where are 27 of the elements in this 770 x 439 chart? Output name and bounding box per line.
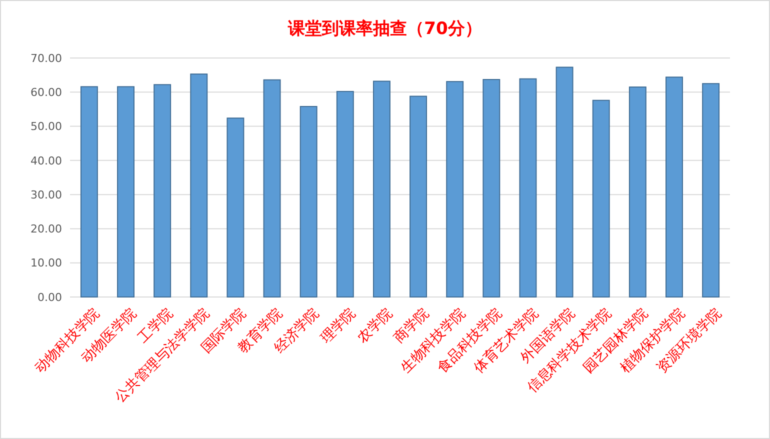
bar [372, 80, 390, 298]
bar [628, 86, 646, 298]
y-tick-label: 0.00 [38, 290, 62, 304]
bar [556, 66, 574, 298]
bar [154, 84, 172, 298]
bar [190, 74, 208, 298]
y-tick-label: 10.00 [30, 256, 62, 270]
bar [666, 76, 683, 298]
bar [519, 78, 537, 298]
bar [702, 83, 720, 298]
bar [300, 106, 318, 298]
bar [592, 100, 610, 298]
y-tick-label: 40.00 [30, 154, 62, 168]
bar [80, 86, 98, 298]
bar [226, 118, 244, 298]
bar [482, 79, 500, 298]
bar [410, 96, 428, 298]
bar [263, 79, 281, 298]
bar [117, 86, 134, 298]
bar [446, 81, 464, 298]
bar [336, 90, 354, 298]
y-tick-label: 50.00 [30, 120, 62, 134]
y-tick-label: 70.00 [30, 52, 62, 65]
chart-title: 课堂到课率抽查（70分） [287, 19, 482, 39]
y-tick-label: 30.00 [30, 188, 62, 202]
y-tick-label: 60.00 [30, 86, 62, 99]
y-tick-label: 20.00 [30, 222, 62, 236]
